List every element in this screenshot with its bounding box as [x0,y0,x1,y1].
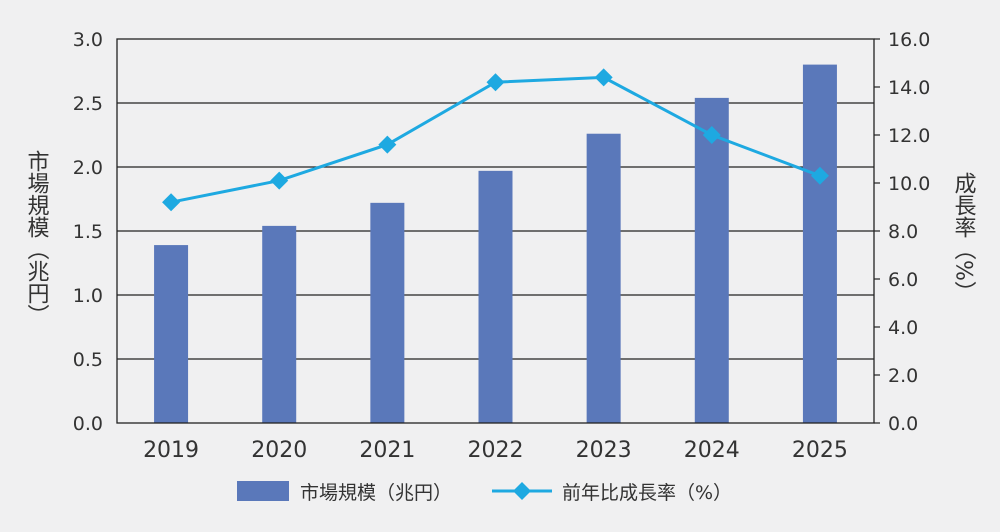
legend-line-marker [513,482,531,500]
axes [116,38,880,424]
x-tick-label: 2023 [576,438,632,463]
bar-2024 [694,97,729,423]
y-left-tick-label: 0.0 [73,413,103,435]
x-tick-label: 2019 [143,438,199,463]
y-right-tick-label: 16.0 [888,29,930,51]
y-left-tick-label: 3.0 [73,29,103,51]
y-left-tick-label: 1.0 [73,285,103,307]
growth-point-2022 [486,73,505,92]
legend-bar-label: 市場規模（兆円） [300,482,452,504]
bar-2022 [478,170,513,423]
y-right-tick-label: 4.0 [888,317,918,339]
line-series [162,68,829,212]
x-tick-label: 2025 [792,438,848,463]
legend: 市場規模（兆円） 前年比成長率（%） [237,481,732,504]
y-right-tick-label: 14.0 [888,77,930,99]
x-tick-label: 2024 [684,438,740,463]
y-right-tick-label: 8.0 [888,221,918,243]
bar-2025 [802,64,837,423]
growth-point-2021 [378,135,397,154]
bar-2021 [370,202,405,423]
x-tick-label: 2021 [359,438,415,463]
growth-point-2020 [270,171,289,190]
x-tick-label: 2020 [251,438,307,463]
legend-bar-swatch [237,481,289,501]
y-axis-right-title: 成長率（%） [951,172,977,303]
y-right-tick-label: 0.0 [888,413,918,435]
growth-point-2024 [702,126,721,144]
x-tick-label: 2022 [468,438,524,463]
growth-point-2023 [594,68,613,87]
y-left-tick-label: 0.5 [73,349,103,371]
plot-frame [116,38,875,424]
tick-labels: 0.0 0.5 1.0 1.5 2.0 2.5 3.0 0.0 2.0 4.0 6.0 8.0 10.0… [73,29,931,463]
legend-line-label: 前年比成長率（%） [562,482,732,504]
y-left-tick-label: 2.5 [73,93,103,115]
bar-2023 [586,133,621,423]
y-right-tick-label: 2.0 [888,365,918,387]
growth-point-2019 [162,193,181,212]
y-axis-left-title: 市場規模（兆円） [24,150,50,326]
y-right-tick-label: 12.0 [888,125,930,147]
bar-series [154,64,837,423]
y-right-tick-label: 10.0 [888,173,930,195]
y-right-tick-label: 6.0 [888,269,918,291]
y-left-tick-label: 1.5 [73,221,103,243]
y-left-tick-label: 2.0 [73,157,103,179]
bar-2020 [262,225,297,423]
growth-point-2025 [810,166,829,185]
bar-2019 [154,245,189,423]
